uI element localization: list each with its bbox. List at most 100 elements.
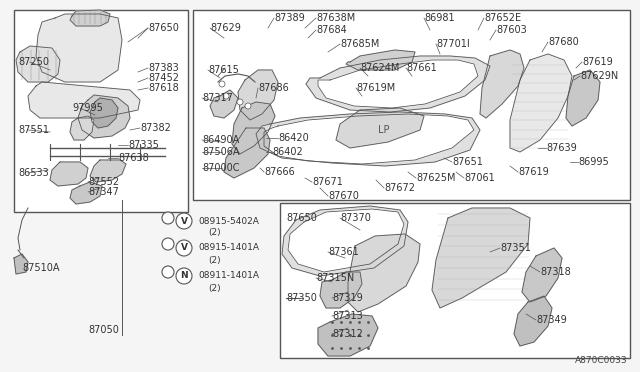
Circle shape [223,93,229,99]
Text: 87666: 87666 [264,167,295,177]
Text: 87382: 87382 [140,123,171,133]
Text: 08911-1401A: 08911-1401A [198,272,259,280]
Polygon shape [232,102,275,154]
Text: 08915-1401A: 08915-1401A [198,244,259,253]
Text: 87361: 87361 [328,247,359,257]
Circle shape [162,212,174,224]
Text: 86402: 86402 [272,147,303,157]
Text: 08915-5402A: 08915-5402A [198,217,259,225]
Text: 87618: 87618 [148,83,179,93]
Text: 87684: 87684 [316,25,347,35]
Text: 87510A: 87510A [22,263,60,273]
Text: 87670: 87670 [328,191,359,201]
Polygon shape [320,272,362,308]
Text: 97995: 97995 [72,103,103,113]
Polygon shape [50,162,88,186]
Text: 87250: 87250 [18,57,49,67]
Text: 87552: 87552 [88,177,119,187]
Text: 87389: 87389 [274,13,305,23]
Text: 87680: 87680 [548,37,579,47]
Text: 87685M: 87685M [340,39,380,49]
Polygon shape [522,248,562,302]
Polygon shape [264,114,474,164]
Text: 87686: 87686 [258,83,289,93]
Text: 87383: 87383 [148,63,179,73]
Text: 87452: 87452 [148,73,179,83]
Polygon shape [306,56,490,112]
Circle shape [162,266,174,278]
Text: 86995: 86995 [578,157,609,167]
Text: V: V [180,244,188,253]
Polygon shape [510,54,572,152]
Text: 87315N: 87315N [316,273,355,283]
Text: 86420: 86420 [278,133,308,143]
Text: 86490A: 86490A [202,135,239,145]
Text: 87351: 87351 [500,243,531,253]
Text: 87661: 87661 [406,63,436,73]
Text: 87638M: 87638M [316,13,355,23]
Polygon shape [256,112,480,166]
Polygon shape [28,82,140,118]
Text: 87312: 87312 [332,329,363,339]
Text: 87701I: 87701I [436,39,470,49]
Polygon shape [70,10,110,26]
Polygon shape [346,50,415,70]
Text: 87506A: 87506A [202,147,239,157]
Text: 87050: 87050 [88,325,119,335]
Polygon shape [318,314,378,356]
Text: 87313: 87313 [332,311,363,321]
Text: 87335: 87335 [128,140,159,150]
Polygon shape [336,108,424,148]
Text: 87370: 87370 [340,213,371,223]
Text: 87615: 87615 [208,65,239,75]
Polygon shape [78,95,130,138]
Text: 87350: 87350 [286,293,317,303]
Text: 87061: 87061 [464,173,495,183]
Text: 87318: 87318 [540,267,571,277]
Text: 87347: 87347 [88,187,119,197]
Text: (2): (2) [208,228,221,237]
Circle shape [176,240,192,256]
Polygon shape [90,98,118,128]
Circle shape [176,213,192,229]
Polygon shape [70,116,94,140]
Circle shape [237,99,243,105]
Text: 87551: 87551 [18,125,49,135]
Polygon shape [16,46,60,82]
Polygon shape [90,160,126,182]
Text: 87603: 87603 [496,25,527,35]
Text: 87619M: 87619M [356,83,396,93]
Polygon shape [348,234,420,312]
Text: A870C0033: A870C0033 [575,356,628,365]
Polygon shape [36,14,122,82]
Polygon shape [288,209,404,272]
Text: 87672: 87672 [384,183,415,193]
Polygon shape [210,90,238,118]
Text: 86981: 86981 [424,13,454,23]
Text: 87624M: 87624M [360,63,399,73]
Text: 87651: 87651 [452,157,483,167]
Text: 87638: 87638 [118,153,148,163]
Text: 87671: 87671 [312,177,343,187]
Text: 87319: 87319 [332,293,363,303]
Text: 87652E: 87652E [484,13,521,23]
Text: 87650: 87650 [286,213,317,223]
Text: (2): (2) [208,283,221,292]
Polygon shape [70,182,102,204]
Text: 87639: 87639 [546,143,577,153]
Text: 87629: 87629 [210,23,241,33]
Polygon shape [318,60,478,108]
Polygon shape [566,70,600,126]
Text: 87619: 87619 [582,57,612,67]
Text: 87650: 87650 [148,23,179,33]
Text: 86533: 86533 [18,168,49,178]
Circle shape [162,238,174,250]
Polygon shape [514,296,552,346]
Text: 87000C: 87000C [202,163,239,173]
Bar [280,203,630,358]
Circle shape [176,268,192,284]
Polygon shape [14,254,28,274]
Text: 87349: 87349 [536,315,567,325]
Text: N: N [180,272,188,280]
Text: V: V [180,217,188,225]
